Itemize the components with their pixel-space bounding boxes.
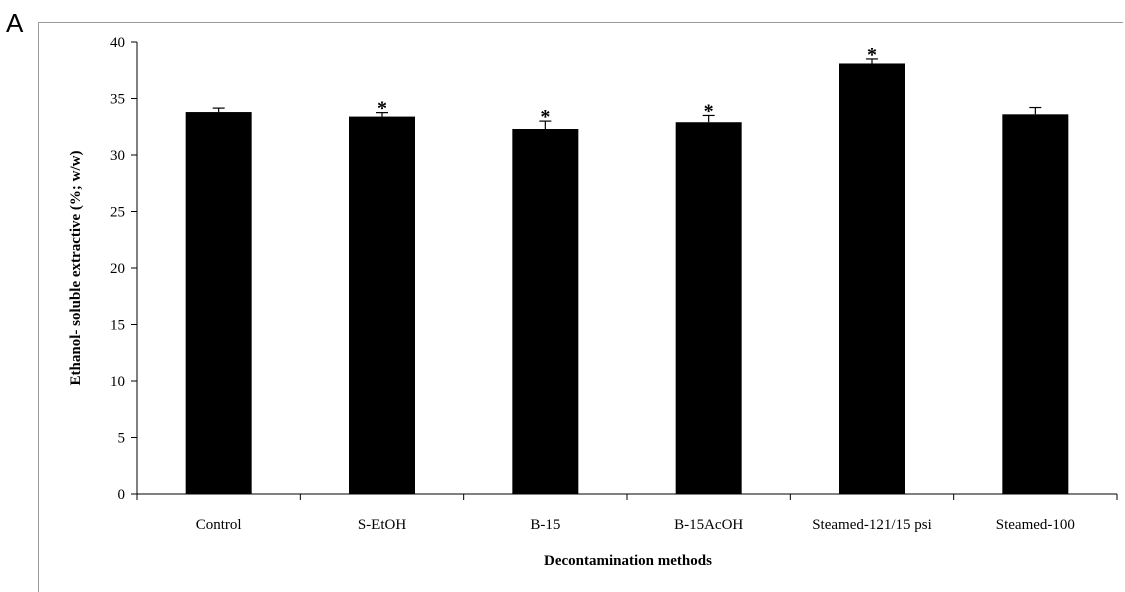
chart-bars [185,58,1069,494]
x-tick-label: S-EtOH [358,517,407,533]
x-tick-label: B-15 [530,517,560,533]
significance-marker: * [704,100,714,122]
x-tick-label: Steamed-121/15 psi [812,517,932,533]
significance-marker: * [377,98,387,120]
significance-marker: * [867,44,877,66]
bar [185,112,252,494]
y-tick-label: 30 [110,148,125,164]
bar [349,116,415,494]
y-tick-label: 5 [118,431,126,447]
bar [675,122,742,494]
x-axis-title: Decontamination methods [544,553,712,569]
y-tick-label: 0 [118,487,126,503]
x-tick-label: Steamed-100 [996,517,1075,533]
y-tick-label: 40 [110,35,125,51]
y-tick-label: 35 [110,92,125,108]
bar [839,63,905,494]
y-tick-label: 20 [110,261,125,277]
chart-axes [131,41,1118,500]
bar [1002,114,1069,494]
y-axis-title: Ethanol- soluble extractive (%; w/w) [68,151,84,386]
chart-labels: 0 5 10 15 20 25 30 35 40 Control * S-EtOH * B-15 * B-15… [110,35,1075,533]
bar [512,129,579,494]
chart-frame [38,22,1123,592]
significance-marker: * [540,106,550,128]
panel-label: A [6,8,24,38]
y-tick-label: 10 [110,374,125,390]
x-tick-label: B-15AcOH [674,517,743,533]
y-tick-label: 25 [110,205,125,221]
x-tick-label: Control [196,517,242,533]
y-tick-label: 15 [110,318,125,334]
